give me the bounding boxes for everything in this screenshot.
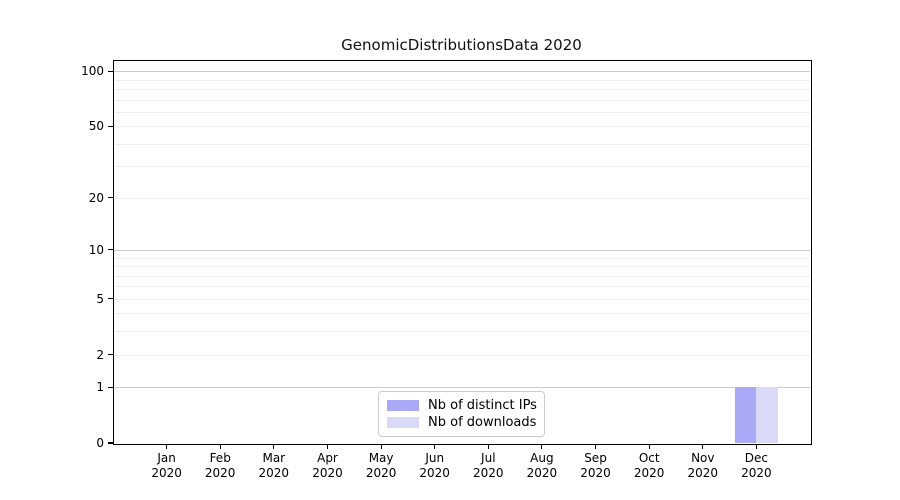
x-axis-tick-label: Mar 2020 [258,451,290,480]
x-axis-tick [755,444,757,449]
x-axis-tick-label: Sep 2020 [580,451,611,480]
x-axis-tick [380,444,382,449]
x-axis-tick-label: Nov 2020 [687,451,719,480]
y-axis-tick [108,197,113,199]
legend-item-downloads: Nb of downloads [387,414,537,431]
x-axis-tick-label: Jan 2020 [151,451,182,480]
x-axis-tick-label: Jun 2020 [419,451,450,480]
y-axis-tick-label: 100 [81,64,104,79]
x-axis-tick-label: Dec 2020 [741,451,772,480]
x-axis-tick [541,444,543,449]
x-axis-tick [487,444,489,449]
x-axis-tick-label: Oct 2020 [633,451,665,480]
y-axis-tick [108,442,113,444]
bar-distinct-ips-dec [734,387,757,443]
legend-label-distinct-ips: Nb of distinct IPs [428,398,537,413]
x-axis-tick [273,444,275,449]
y-axis-tick-label: 0 [96,436,104,450]
legend-item-distinct-ips: Nb of distinct IPs [387,397,537,414]
legend-swatch-distinct-ips-icon [387,400,419,411]
y-axis-tick [108,298,113,300]
y-axis-tick-label: 1 [96,380,104,395]
x-axis-tick [648,444,650,449]
y-axis-tick-label: 2 [96,347,104,362]
x-axis-tick [594,444,597,449]
x-axis-tick-label: Feb 2020 [204,451,236,480]
y-axis-tick [108,125,113,127]
bar-downloads-dec [756,387,778,443]
legend: Nb of distinct IPs Nb of downloads [378,391,545,437]
x-axis-tick-label: May 2020 [365,451,397,480]
y-axis-tick [108,249,113,251]
legend-swatch-downloads-icon [387,417,419,428]
y-axis-tick [108,353,113,356]
legend-label-downloads: Nb of downloads [428,415,537,430]
x-axis-tick [434,444,436,449]
x-axis-tick [702,444,704,449]
x-axis-tick [166,444,168,449]
chart-title: GenomicDistributionsData 2020 [341,36,582,54]
x-axis-tick [219,444,221,449]
y-axis-tick [108,70,113,72]
y-axis-tick-label: 10 [88,242,104,257]
x-axis-tick-label: Jul 2020 [473,451,504,480]
y-axis-tick-label: 50 [88,119,104,134]
y-axis-tick-label: 20 [88,190,104,205]
y-axis-tick [108,386,113,388]
x-axis-tick-label: Apr 2020 [312,451,343,480]
y-axis-tick-label: 5 [96,291,104,306]
plot-area [113,60,812,445]
x-axis-tick-label: Aug 2020 [526,451,558,480]
x-axis-tick [326,444,329,449]
